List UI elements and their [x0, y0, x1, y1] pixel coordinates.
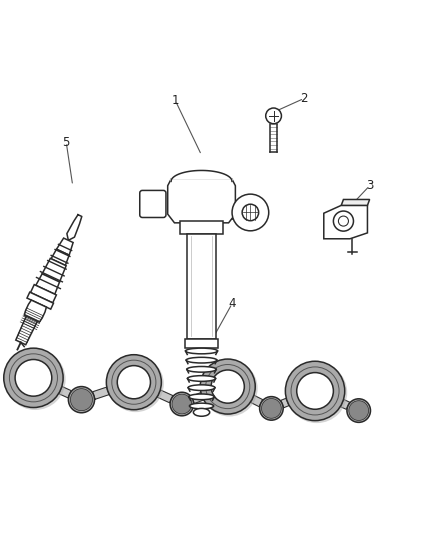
Circle shape — [211, 370, 244, 403]
Circle shape — [333, 211, 353, 231]
Polygon shape — [30, 300, 46, 310]
Circle shape — [261, 399, 281, 418]
Polygon shape — [168, 179, 235, 223]
Polygon shape — [16, 316, 37, 345]
Text: 4: 4 — [228, 297, 236, 310]
Circle shape — [232, 194, 269, 231]
Ellipse shape — [187, 367, 216, 372]
Polygon shape — [59, 386, 71, 398]
Text: 3: 3 — [366, 179, 373, 192]
Ellipse shape — [189, 394, 214, 400]
Polygon shape — [191, 393, 203, 403]
Ellipse shape — [201, 360, 258, 416]
Polygon shape — [324, 205, 367, 239]
Circle shape — [175, 397, 189, 411]
Ellipse shape — [188, 385, 215, 391]
Circle shape — [117, 366, 150, 399]
Text: 1: 1 — [172, 94, 179, 107]
Polygon shape — [67, 215, 82, 240]
Polygon shape — [57, 238, 73, 255]
Circle shape — [266, 108, 282, 124]
Bar — [180, 221, 223, 234]
Polygon shape — [27, 292, 53, 309]
Polygon shape — [42, 259, 66, 282]
Text: 2: 2 — [300, 92, 308, 105]
Bar — [185, 338, 218, 348]
Ellipse shape — [286, 362, 347, 423]
Circle shape — [265, 401, 279, 415]
Bar — [187, 234, 216, 338]
Polygon shape — [171, 171, 232, 181]
Polygon shape — [51, 249, 69, 265]
Circle shape — [170, 392, 194, 416]
Circle shape — [297, 373, 333, 409]
Ellipse shape — [189, 403, 214, 409]
Polygon shape — [31, 285, 57, 303]
Circle shape — [242, 204, 259, 221]
Circle shape — [15, 359, 52, 396]
Circle shape — [339, 216, 349, 226]
Text: 5: 5 — [63, 135, 70, 149]
Polygon shape — [341, 199, 370, 205]
Polygon shape — [26, 309, 42, 319]
Ellipse shape — [193, 408, 210, 416]
Ellipse shape — [186, 357, 217, 363]
Polygon shape — [281, 398, 289, 408]
Circle shape — [172, 394, 192, 414]
Polygon shape — [25, 312, 41, 322]
Circle shape — [71, 389, 92, 410]
Circle shape — [200, 359, 255, 414]
Polygon shape — [251, 395, 263, 407]
Polygon shape — [157, 390, 173, 403]
Circle shape — [286, 361, 345, 421]
Circle shape — [74, 392, 89, 408]
Circle shape — [68, 386, 95, 413]
Polygon shape — [25, 300, 46, 322]
Polygon shape — [93, 387, 109, 399]
Ellipse shape — [5, 349, 66, 410]
FancyBboxPatch shape — [140, 190, 166, 217]
Polygon shape — [28, 303, 45, 313]
Polygon shape — [27, 306, 43, 316]
Polygon shape — [229, 206, 237, 219]
Circle shape — [106, 354, 161, 410]
Ellipse shape — [186, 348, 218, 354]
Circle shape — [347, 399, 371, 422]
Polygon shape — [36, 274, 60, 294]
Circle shape — [349, 401, 369, 421]
Ellipse shape — [107, 356, 164, 412]
Circle shape — [260, 397, 283, 420]
Circle shape — [352, 403, 366, 417]
Polygon shape — [340, 400, 350, 409]
Circle shape — [4, 348, 63, 408]
Ellipse shape — [187, 376, 215, 381]
